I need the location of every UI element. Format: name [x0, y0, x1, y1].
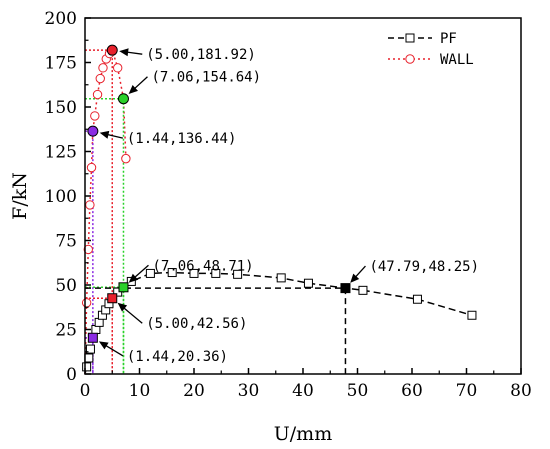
- arrow-head: [117, 302, 128, 312]
- x-tick-label: 40: [292, 381, 314, 401]
- annotation-arrows: [98, 48, 366, 357]
- data-point: [84, 353, 94, 363]
- annotation-label: (1.44,20.36): [127, 349, 228, 365]
- key-point: [118, 282, 129, 293]
- arrow-head: [128, 273, 139, 283]
- legend-marker: [405, 33, 415, 43]
- data-point: [211, 268, 221, 278]
- data-point: [467, 310, 477, 320]
- key-point: [340, 283, 351, 294]
- x-tick-label: 60: [401, 381, 423, 401]
- data-point: [81, 298, 92, 308]
- data-point: [83, 244, 93, 255]
- arrow-head: [350, 273, 360, 283]
- data-point: [113, 63, 123, 73]
- data-point: [82, 362, 92, 372]
- key-point: [106, 44, 118, 56]
- y-tick-label: 125: [45, 143, 77, 163]
- annotation-label: (7.06,48.71): [152, 258, 253, 274]
- x-tick-label: 10: [129, 381, 151, 401]
- data-point: [85, 200, 95, 210]
- data-point: [358, 285, 368, 295]
- x-tick-label: 30: [238, 381, 260, 401]
- legend: PF WALL: [388, 31, 474, 68]
- data-point: [95, 73, 105, 84]
- arrow-head: [119, 48, 129, 57]
- data-point: [90, 111, 100, 121]
- axis-ticks: [84, 17, 522, 375]
- legend-label: WALL: [440, 52, 474, 68]
- key-point: [117, 93, 129, 105]
- x-tick-label: 80: [510, 381, 532, 401]
- data-point: [303, 278, 313, 288]
- arrow-head: [128, 85, 138, 94]
- x-tick-label: 70: [456, 381, 478, 401]
- x-tick-label: 0: [80, 381, 91, 401]
- key-point: [87, 125, 99, 137]
- data-point: [276, 273, 286, 283]
- annotation-label: (1.44,136.44): [127, 131, 237, 147]
- data-point: [412, 294, 422, 304]
- data-point: [98, 63, 108, 73]
- y-tick-label: 25: [55, 321, 77, 341]
- tick-labels: 0 10 20 30 40 50 60 70 80 0 25 50 75 100 125 150 175 200: [45, 9, 532, 401]
- arrow-head: [99, 130, 110, 139]
- data-point: [92, 89, 103, 100]
- y-axis-label: F/kN: [9, 172, 31, 220]
- y-tick-label: 0: [66, 365, 77, 385]
- data-point: [233, 269, 243, 279]
- annotation-labels: (5.00,181.92) (7.06,154.64) (1.44,136.44) (…: [127, 47, 479, 365]
- series-line-2: [84, 48, 127, 375]
- x-axis-label: U/mm: [274, 423, 332, 445]
- annotation-label: (47.79,48.25): [369, 259, 479, 275]
- data-point: [189, 268, 199, 278]
- key-point: [87, 332, 98, 343]
- y-tick-label: 150: [45, 98, 77, 118]
- annotation-label: (7.06,154.64): [151, 70, 261, 86]
- annotation-label: (5.00,42.56): [146, 316, 247, 332]
- y-tick-label: 75: [55, 232, 77, 252]
- series-lines: [84, 48, 473, 375]
- y-tick-label: 200: [45, 9, 77, 29]
- x-tick-label: 20: [183, 381, 205, 401]
- legend-label: PF: [440, 31, 457, 47]
- annotation-label: (5.00,181.92): [146, 47, 256, 63]
- x-tick-label: 50: [347, 381, 369, 401]
- y-tick-label: 50: [55, 276, 77, 296]
- data-point: [86, 162, 97, 173]
- data-point: [85, 344, 95, 354]
- data-point: [121, 153, 131, 164]
- data-point: [145, 268, 155, 278]
- y-tick-label: 100: [45, 187, 77, 207]
- y-tick-label: 175: [45, 54, 77, 74]
- arrow-head: [98, 341, 109, 350]
- key-point: [107, 293, 118, 304]
- legend-marker: [405, 54, 415, 64]
- data-point: [167, 268, 177, 278]
- key-points: [87, 44, 351, 343]
